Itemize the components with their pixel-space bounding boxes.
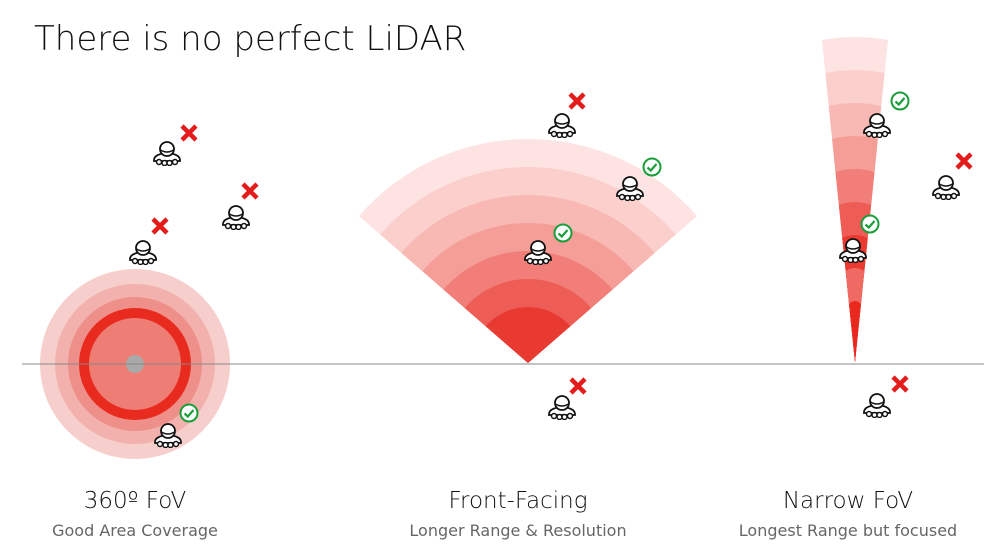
- detect-mark: [860, 214, 880, 234]
- title: There is no perfect LiDAR: [34, 19, 466, 59]
- panel-caption: Longest Range but focused: [739, 521, 957, 540]
- detect-mark: [553, 223, 573, 243]
- miss-mark: [182, 126, 196, 140]
- miss-mark: [570, 94, 584, 108]
- pedestrian-icon: [153, 141, 181, 166]
- detect-mark: [890, 91, 910, 111]
- miss-mark: [243, 184, 257, 198]
- pedestrian-icon: [863, 393, 891, 418]
- panel-caption: Longer Range & Resolution: [409, 521, 626, 540]
- pedestrian-icon: [129, 240, 157, 265]
- detect-mark: [179, 403, 199, 423]
- panel-label: 360º FoV: [84, 488, 186, 514]
- pedestrian-icon: [548, 395, 576, 420]
- miss-mark: [957, 154, 971, 168]
- miss-mark: [571, 379, 585, 393]
- narrow-band: [849, 301, 861, 362]
- fan-band: [485, 307, 571, 363]
- fov-front: [358, 139, 698, 363]
- miss-mark: [153, 219, 167, 233]
- panel-label: Front-Facing: [448, 488, 587, 514]
- panel-caption: Good Area Coverage: [52, 521, 218, 540]
- detect-mark: [642, 157, 662, 177]
- pedestrian-icon: [932, 175, 960, 200]
- panel-label: Narrow FoV: [783, 488, 913, 514]
- miss-mark: [893, 377, 907, 391]
- pedestrian-icon: [548, 113, 576, 138]
- pedestrian-icon: [222, 205, 250, 230]
- fov-narrow: [822, 37, 888, 362]
